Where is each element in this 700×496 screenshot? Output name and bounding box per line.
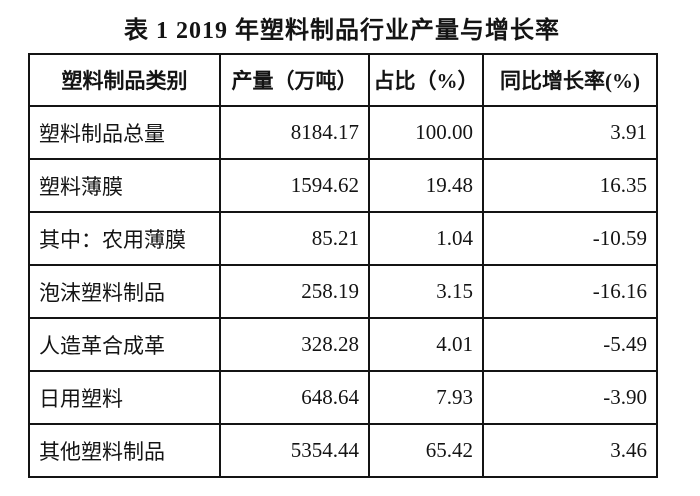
header-row: 塑料制品类别 产量（万吨） 占比（%） 同比增长率(%): [28, 53, 658, 107]
cell-category: 人造革合成革: [28, 317, 221, 372]
cell-category: 塑料制品总量: [28, 105, 221, 160]
cell-share: 19.48: [368, 158, 484, 213]
header-cell-share: 占比（%）: [368, 53, 484, 107]
table-row: 人造革合成革 328.28 4.01 -5.49: [28, 317, 658, 372]
cell-growth: 3.91: [482, 105, 658, 160]
cell-growth: -5.49: [482, 317, 658, 372]
cell-category: 塑料薄膜: [28, 158, 221, 213]
cell-category: 日用塑料: [28, 370, 221, 425]
cell-category: 泡沫塑料制品: [28, 264, 221, 319]
cell-growth: -10.59: [482, 211, 658, 266]
cell-share: 3.15: [368, 264, 484, 319]
cell-share: 4.01: [368, 317, 484, 372]
cell-share: 7.93: [368, 370, 484, 425]
header-cell-output: 产量（万吨）: [219, 53, 370, 107]
table-title: 表 1 2019 年塑料制品行业产量与增长率: [124, 18, 560, 44]
cell-output: 5354.44: [219, 423, 370, 478]
table-row: 泡沫塑料制品 258.19 3.15 -16.16: [28, 264, 658, 319]
cell-output: 648.64: [219, 370, 370, 425]
cell-growth: 16.35: [482, 158, 658, 213]
table-row: 其他塑料制品 5354.44 65.42 3.46: [28, 423, 658, 478]
table-row: 塑料薄膜 1594.62 19.48 16.35: [28, 158, 658, 213]
header-cell-category: 塑料制品类别: [28, 53, 221, 107]
header-cell-growth: 同比增长率(%): [482, 53, 658, 107]
table-row: 其中：农用薄膜 85.21 1.04 -10.59: [28, 211, 658, 266]
cell-output: 328.28: [219, 317, 370, 372]
cell-share: 100.00: [368, 105, 484, 160]
cell-category: 其中：农用薄膜: [28, 211, 221, 266]
table-row: 塑料制品总量 8184.17 100.00 3.91: [28, 105, 658, 160]
cell-output: 8184.17: [219, 105, 370, 160]
cell-output: 258.19: [219, 264, 370, 319]
cell-output: 85.21: [219, 211, 370, 266]
cell-output: 1594.62: [219, 158, 370, 213]
table-row: 日用塑料 648.64 7.93 -3.90: [28, 370, 658, 425]
cell-share: 65.42: [368, 423, 484, 478]
cell-category: 其他塑料制品: [28, 423, 221, 478]
cell-growth: -16.16: [482, 264, 658, 319]
cell-growth: 3.46: [482, 423, 658, 478]
plastic-products-table: 塑料制品类别 产量（万吨） 占比（%） 同比增长率(%) 塑料制品总量 8184…: [28, 53, 658, 478]
cell-growth: -3.90: [482, 370, 658, 425]
cell-share: 1.04: [368, 211, 484, 266]
